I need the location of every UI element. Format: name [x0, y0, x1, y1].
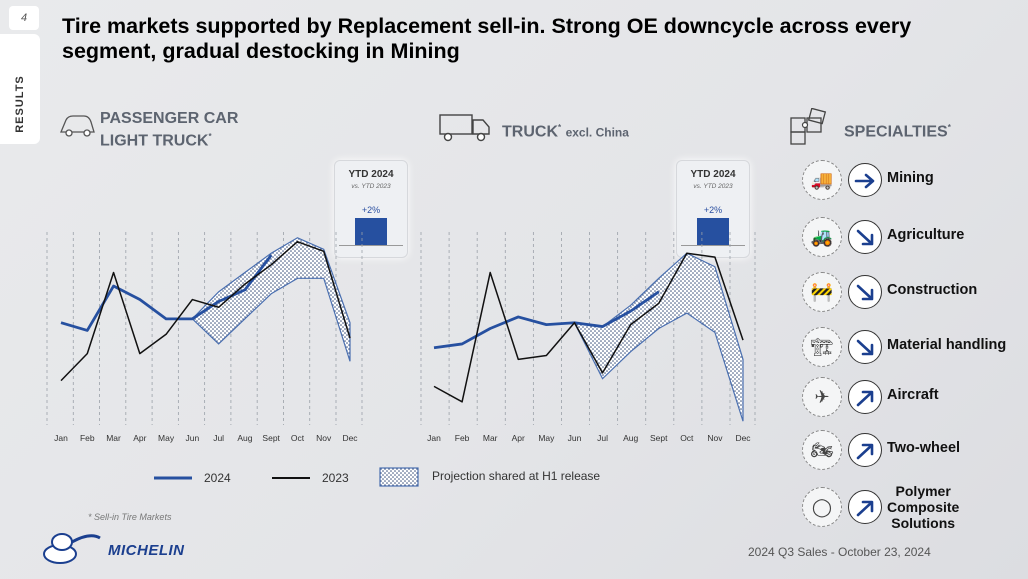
page-number: 4: [9, 6, 39, 30]
trend-arrow-down-icon: [848, 330, 882, 364]
puzzle-icon: [790, 108, 827, 145]
truck-title-text: TRUCK: [502, 123, 558, 141]
ytd-box-truck: YTD 2024 vs. YTD 2023 +2%: [676, 160, 750, 258]
ytd-baseline: [339, 245, 403, 246]
charts-svg: Jan Feb Mar Apr May Jun Jul Aug Sept Oct Nov Dec Ja…: [46, 232, 756, 443]
ytd-baseline: [681, 245, 745, 246]
bibendum-icon: [43, 533, 101, 564]
ytd-pct: +2%: [703, 205, 723, 215]
x-tick-label: Dec: [342, 433, 358, 443]
forklift-icon: 🏗: [802, 327, 842, 367]
side-tab-results[interactable]: RESULTS: [0, 34, 40, 144]
x-tick-label: Aug: [623, 433, 638, 443]
legend-projection-swatch: [379, 467, 419, 487]
specialties-title: SPECIALTIES*: [844, 119, 951, 141]
specialty-label: Mining: [887, 170, 934, 186]
ytd-bar: [697, 218, 729, 245]
specialty-label: Agriculture: [887, 227, 965, 243]
specialties-title-sup: *: [947, 123, 951, 132]
trend-arrow-down-icon: [848, 220, 882, 254]
legend-2023-label: 2023: [322, 471, 349, 485]
specialty-label: Polymer Composite Solutions: [887, 483, 960, 531]
passenger-title-sup: *: [208, 132, 212, 141]
x-tick-label: Nov: [316, 433, 332, 443]
trend-arrow-down-icon: [848, 275, 882, 309]
specialty-label: Construction: [887, 282, 978, 298]
projection-band: [573, 252, 744, 422]
truck-title-sup: *: [558, 123, 562, 132]
michelin-logo: MICHELIN: [38, 526, 218, 566]
passenger-title: PASSENGER CAR LIGHT TRUCK*: [100, 110, 238, 150]
specialty-label: Material handling: [887, 337, 1007, 353]
footer-text: 2024 Q3 Sales - October 23, 2024: [748, 545, 931, 559]
truck-icon: [439, 114, 490, 142]
ytd-box-passenger: YTD 2024 vs. YTD 2023 +2%: [334, 160, 408, 258]
ytd-bar: [355, 218, 387, 245]
ytd-label: YTD 2024: [348, 169, 394, 180]
slide-title: Tire markets supported by Replacement se…: [62, 14, 912, 63]
x-tick-label: Jun: [568, 433, 582, 443]
motorcycle-icon: 🏍: [802, 430, 842, 470]
mining-truck-icon: 🚚: [802, 160, 842, 200]
polymer-icon: ◯: [802, 487, 842, 527]
x-tick-label: Aug: [237, 433, 252, 443]
specialty-label: Aircraft: [887, 387, 939, 403]
legend: [154, 467, 419, 487]
x-tick-label: Sept: [650, 433, 668, 443]
x-tick-label: May: [158, 433, 175, 443]
x-tick-label: Nov: [707, 433, 723, 443]
ytd-sub: vs. YTD 2023: [693, 183, 733, 190]
passenger-chart: Jan Feb Mar Apr May Jun Jul Aug Sept Oct Nov Dec: [46, 232, 363, 443]
trend-arrow-flat-icon: [848, 163, 882, 197]
brand-wordmark: MICHELIN: [108, 542, 185, 559]
projection-band: [191, 237, 351, 362]
x-tick-label: Jul: [213, 433, 224, 443]
x-tick-label: Oct: [680, 433, 694, 443]
trend-arrow-up-icon: [848, 433, 882, 467]
specialties-title-text: SPECIALTIES: [844, 123, 948, 141]
footnote: * Sell-in Tire Markets: [88, 512, 172, 522]
truck-chart: Jan Feb Mar Apr May Jun Jul Aug Sept Oct Nov Dec: [420, 232, 756, 443]
loader-icon: 🚧: [802, 272, 842, 312]
trend-arrow-up-icon: [848, 490, 882, 524]
legend-2024-label: 2024: [204, 471, 231, 485]
x-tick-label: Feb: [455, 433, 470, 443]
x-tick-label: Dec: [735, 433, 751, 443]
passenger-car-icon: [60, 115, 95, 137]
aircraft-icon: ✈: [802, 377, 842, 417]
x-tick-label: Jan: [427, 433, 441, 443]
ytd-pct: +2%: [361, 205, 381, 215]
x-tick-label: Apr: [512, 433, 525, 443]
legend-projection-label: Projection shared at H1 release: [432, 469, 601, 483]
series-line-2023: [433, 252, 744, 403]
truck-title-excl: excl. China: [565, 125, 629, 140]
x-tick-label: Oct: [291, 433, 305, 443]
x-tick-label: Mar: [106, 433, 121, 443]
passenger-title-line2: LIGHT TRUCK: [100, 132, 209, 150]
tractor-icon: 🚜: [802, 217, 842, 257]
x-tick-label: Sept: [262, 433, 280, 443]
x-tick-label: Apr: [133, 433, 146, 443]
truck-title: TRUCK* excl. China: [502, 119, 629, 141]
trend-arrow-up-icon: [848, 380, 882, 414]
ytd-label: YTD 2024: [690, 169, 736, 180]
x-tick-label: May: [538, 433, 555, 443]
x-tick-label: Mar: [483, 433, 498, 443]
ytd-sub: vs. YTD 2023: [351, 183, 391, 190]
specialty-label: Two-wheel: [887, 440, 961, 456]
passenger-title-line1: PASSENGER CAR: [100, 110, 239, 127]
x-tick-label: Feb: [80, 433, 95, 443]
series-line-2023: [60, 240, 351, 382]
x-tick-label: Jun: [186, 433, 200, 443]
x-tick-label: Jan: [54, 433, 68, 443]
x-tick-label: Jul: [597, 433, 608, 443]
